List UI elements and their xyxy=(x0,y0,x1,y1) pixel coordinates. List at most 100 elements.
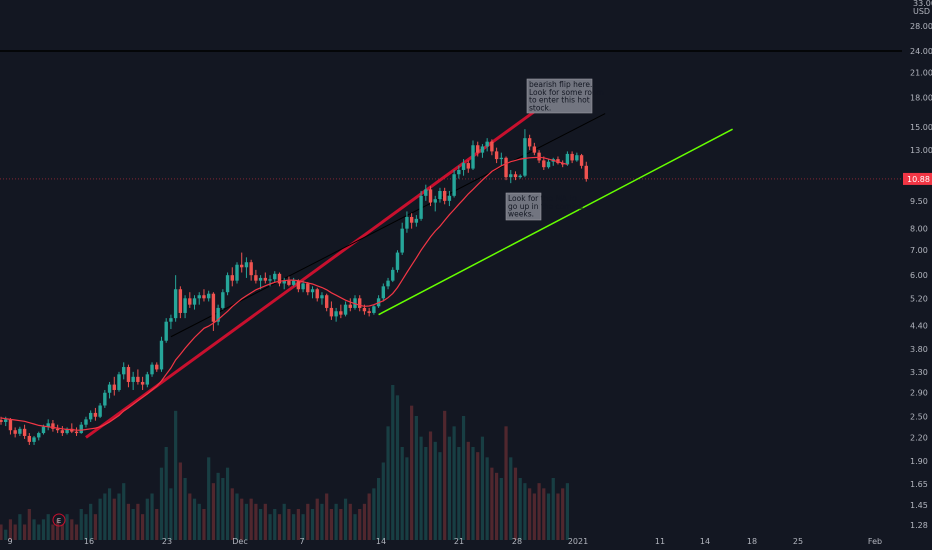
candle-body xyxy=(0,420,3,423)
candle xyxy=(211,292,216,331)
moving-average-layer xyxy=(0,156,568,431)
volume-bar xyxy=(27,509,31,540)
y-tick-label: 13.00 xyxy=(910,146,932,155)
note-line: to enter this hot xyxy=(529,96,590,105)
candle-body xyxy=(509,174,513,178)
candle-body xyxy=(381,286,386,299)
volume-bar xyxy=(0,524,3,540)
candle-body xyxy=(457,169,461,175)
candle-body xyxy=(173,289,178,319)
volume-bar xyxy=(466,441,470,540)
volume-bar xyxy=(259,509,263,540)
time-axis[interactable]: 9 16 23 Dec 7 14 21 28 2021 11 14 18 25 Feb xyxy=(7,537,882,546)
volume-bar xyxy=(89,503,93,540)
candle-body xyxy=(117,374,121,390)
candle xyxy=(523,129,527,178)
candle xyxy=(103,389,107,408)
candle-body xyxy=(296,280,301,290)
candle-body xyxy=(414,218,419,223)
volume-bar xyxy=(353,514,357,540)
x-tick-label: 23 xyxy=(162,537,172,546)
candle xyxy=(480,144,485,158)
volume-bar xyxy=(249,498,253,540)
volume-bar xyxy=(537,483,541,540)
candle xyxy=(565,151,570,166)
volume-bar xyxy=(306,503,310,540)
volume-bar xyxy=(202,509,206,540)
volume-bar xyxy=(532,493,536,540)
candle-body xyxy=(513,174,518,178)
candle-body xyxy=(391,269,395,281)
candle-body xyxy=(565,153,570,165)
y-tick-label: 9.50 xyxy=(910,197,928,206)
candle-body xyxy=(367,311,371,313)
volume-bar xyxy=(428,431,433,540)
candle-body xyxy=(471,145,475,169)
volume-bar xyxy=(150,493,154,540)
candle-body xyxy=(523,138,527,176)
volume-bar xyxy=(424,447,428,540)
x-tick-label: Feb xyxy=(868,537,882,546)
candle xyxy=(150,362,154,377)
candle xyxy=(575,152,579,162)
candle-body xyxy=(225,275,230,293)
candle-body xyxy=(452,174,456,196)
volume-bar xyxy=(386,426,390,540)
candle xyxy=(414,215,419,227)
volume-bar xyxy=(131,509,135,540)
candle-layer xyxy=(0,129,588,445)
volume-bar xyxy=(325,493,329,540)
note-line: stock. xyxy=(529,103,551,112)
candle xyxy=(452,169,456,198)
candle-body xyxy=(442,190,447,201)
candle xyxy=(70,423,74,434)
candle-body xyxy=(362,307,367,312)
candle xyxy=(461,159,466,176)
volume-bar xyxy=(103,493,107,540)
x-tick-label: 7 xyxy=(299,537,304,546)
volume-bar xyxy=(74,524,79,540)
x-tick-label: 25 xyxy=(793,537,803,546)
candle-body xyxy=(386,280,390,287)
candle-body xyxy=(306,283,310,293)
y-tick-label: 3.30 xyxy=(910,368,928,377)
volume-bar xyxy=(509,457,513,540)
candle-body xyxy=(372,306,376,313)
price-axis[interactable]: USD33.0028.0024.0021.0018.0015.0013.0011… xyxy=(903,0,932,530)
candle-body xyxy=(542,160,546,168)
candle xyxy=(442,187,447,205)
candle-body xyxy=(287,280,291,285)
volume-bar xyxy=(410,405,414,540)
candle xyxy=(88,410,93,423)
volume-bar xyxy=(273,509,277,540)
note-box xyxy=(526,78,593,114)
volume-bar xyxy=(254,503,258,540)
candle-body xyxy=(405,216,409,229)
candle xyxy=(315,287,319,302)
volume-bar xyxy=(216,472,220,540)
candle xyxy=(46,419,50,431)
volume-bar xyxy=(339,509,343,540)
volume-bar xyxy=(98,498,102,540)
volume-bar xyxy=(329,509,333,540)
candle-body xyxy=(122,367,126,375)
candle xyxy=(117,371,121,392)
candle xyxy=(537,150,541,164)
volume-bar xyxy=(301,514,305,540)
volume-bar xyxy=(51,524,55,540)
candle-body xyxy=(230,275,234,281)
volume-bar xyxy=(169,488,173,540)
volume-bar xyxy=(395,395,400,540)
candle-body xyxy=(103,392,107,406)
volume-bar xyxy=(334,503,338,540)
candle xyxy=(18,426,22,436)
candle xyxy=(263,272,268,284)
x-tick-label: 14 xyxy=(376,537,386,546)
candle-body xyxy=(480,146,485,153)
candle xyxy=(65,427,69,435)
candle-body xyxy=(46,423,50,427)
volume-bar xyxy=(37,524,41,540)
candle xyxy=(579,153,584,169)
candle xyxy=(216,304,220,326)
